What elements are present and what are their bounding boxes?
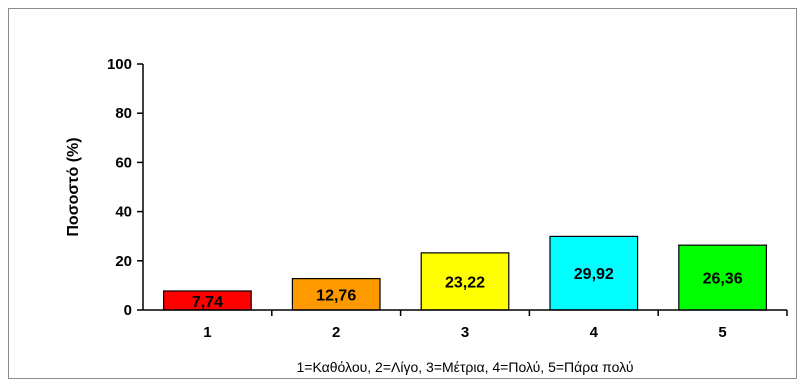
value-label-2: 12,76	[316, 287, 356, 304]
x-axis-ticks: 1 2 3 4 5	[203, 310, 788, 341]
x-tick-label: 3	[461, 324, 469, 341]
y-tick-label: 80	[115, 105, 132, 122]
y-axis-ticks: 0 20 40 60 80 100	[107, 56, 143, 319]
y-tick-label: 60	[115, 154, 132, 171]
y-axis-title: Ποσοστό (%)	[65, 137, 82, 236]
value-label-3: 23,22	[445, 274, 485, 291]
value-labels: 7,74 12,76 23,22 29,92 26,36	[192, 266, 743, 311]
bar-2	[291, 278, 381, 311]
x-axis-title: 1=Καθόλου, 2=Λίγο, 3=Μέτρια, 4=Πολύ, 5=Π…	[297, 359, 634, 375]
x-tick-label: 4	[590, 324, 599, 341]
bar-3	[420, 252, 510, 311]
y-tick-label: 20	[115, 253, 132, 270]
y-tick-label: 40	[115, 204, 132, 221]
x-tick-label: 1	[203, 324, 211, 341]
value-label-1: 7,74	[192, 294, 223, 311]
value-label-5: 26,36	[703, 271, 743, 288]
y-tick-label: 100	[107, 56, 132, 73]
chart-frame	[8, 8, 797, 379]
x-tick-label: 5	[718, 324, 726, 341]
x-tick-label: 2	[332, 324, 340, 341]
bar-4	[549, 235, 639, 311]
value-label-4: 29,92	[574, 266, 614, 283]
bar-5	[678, 244, 767, 311]
y-tick-label: 0	[124, 302, 132, 319]
bars	[163, 235, 767, 311]
